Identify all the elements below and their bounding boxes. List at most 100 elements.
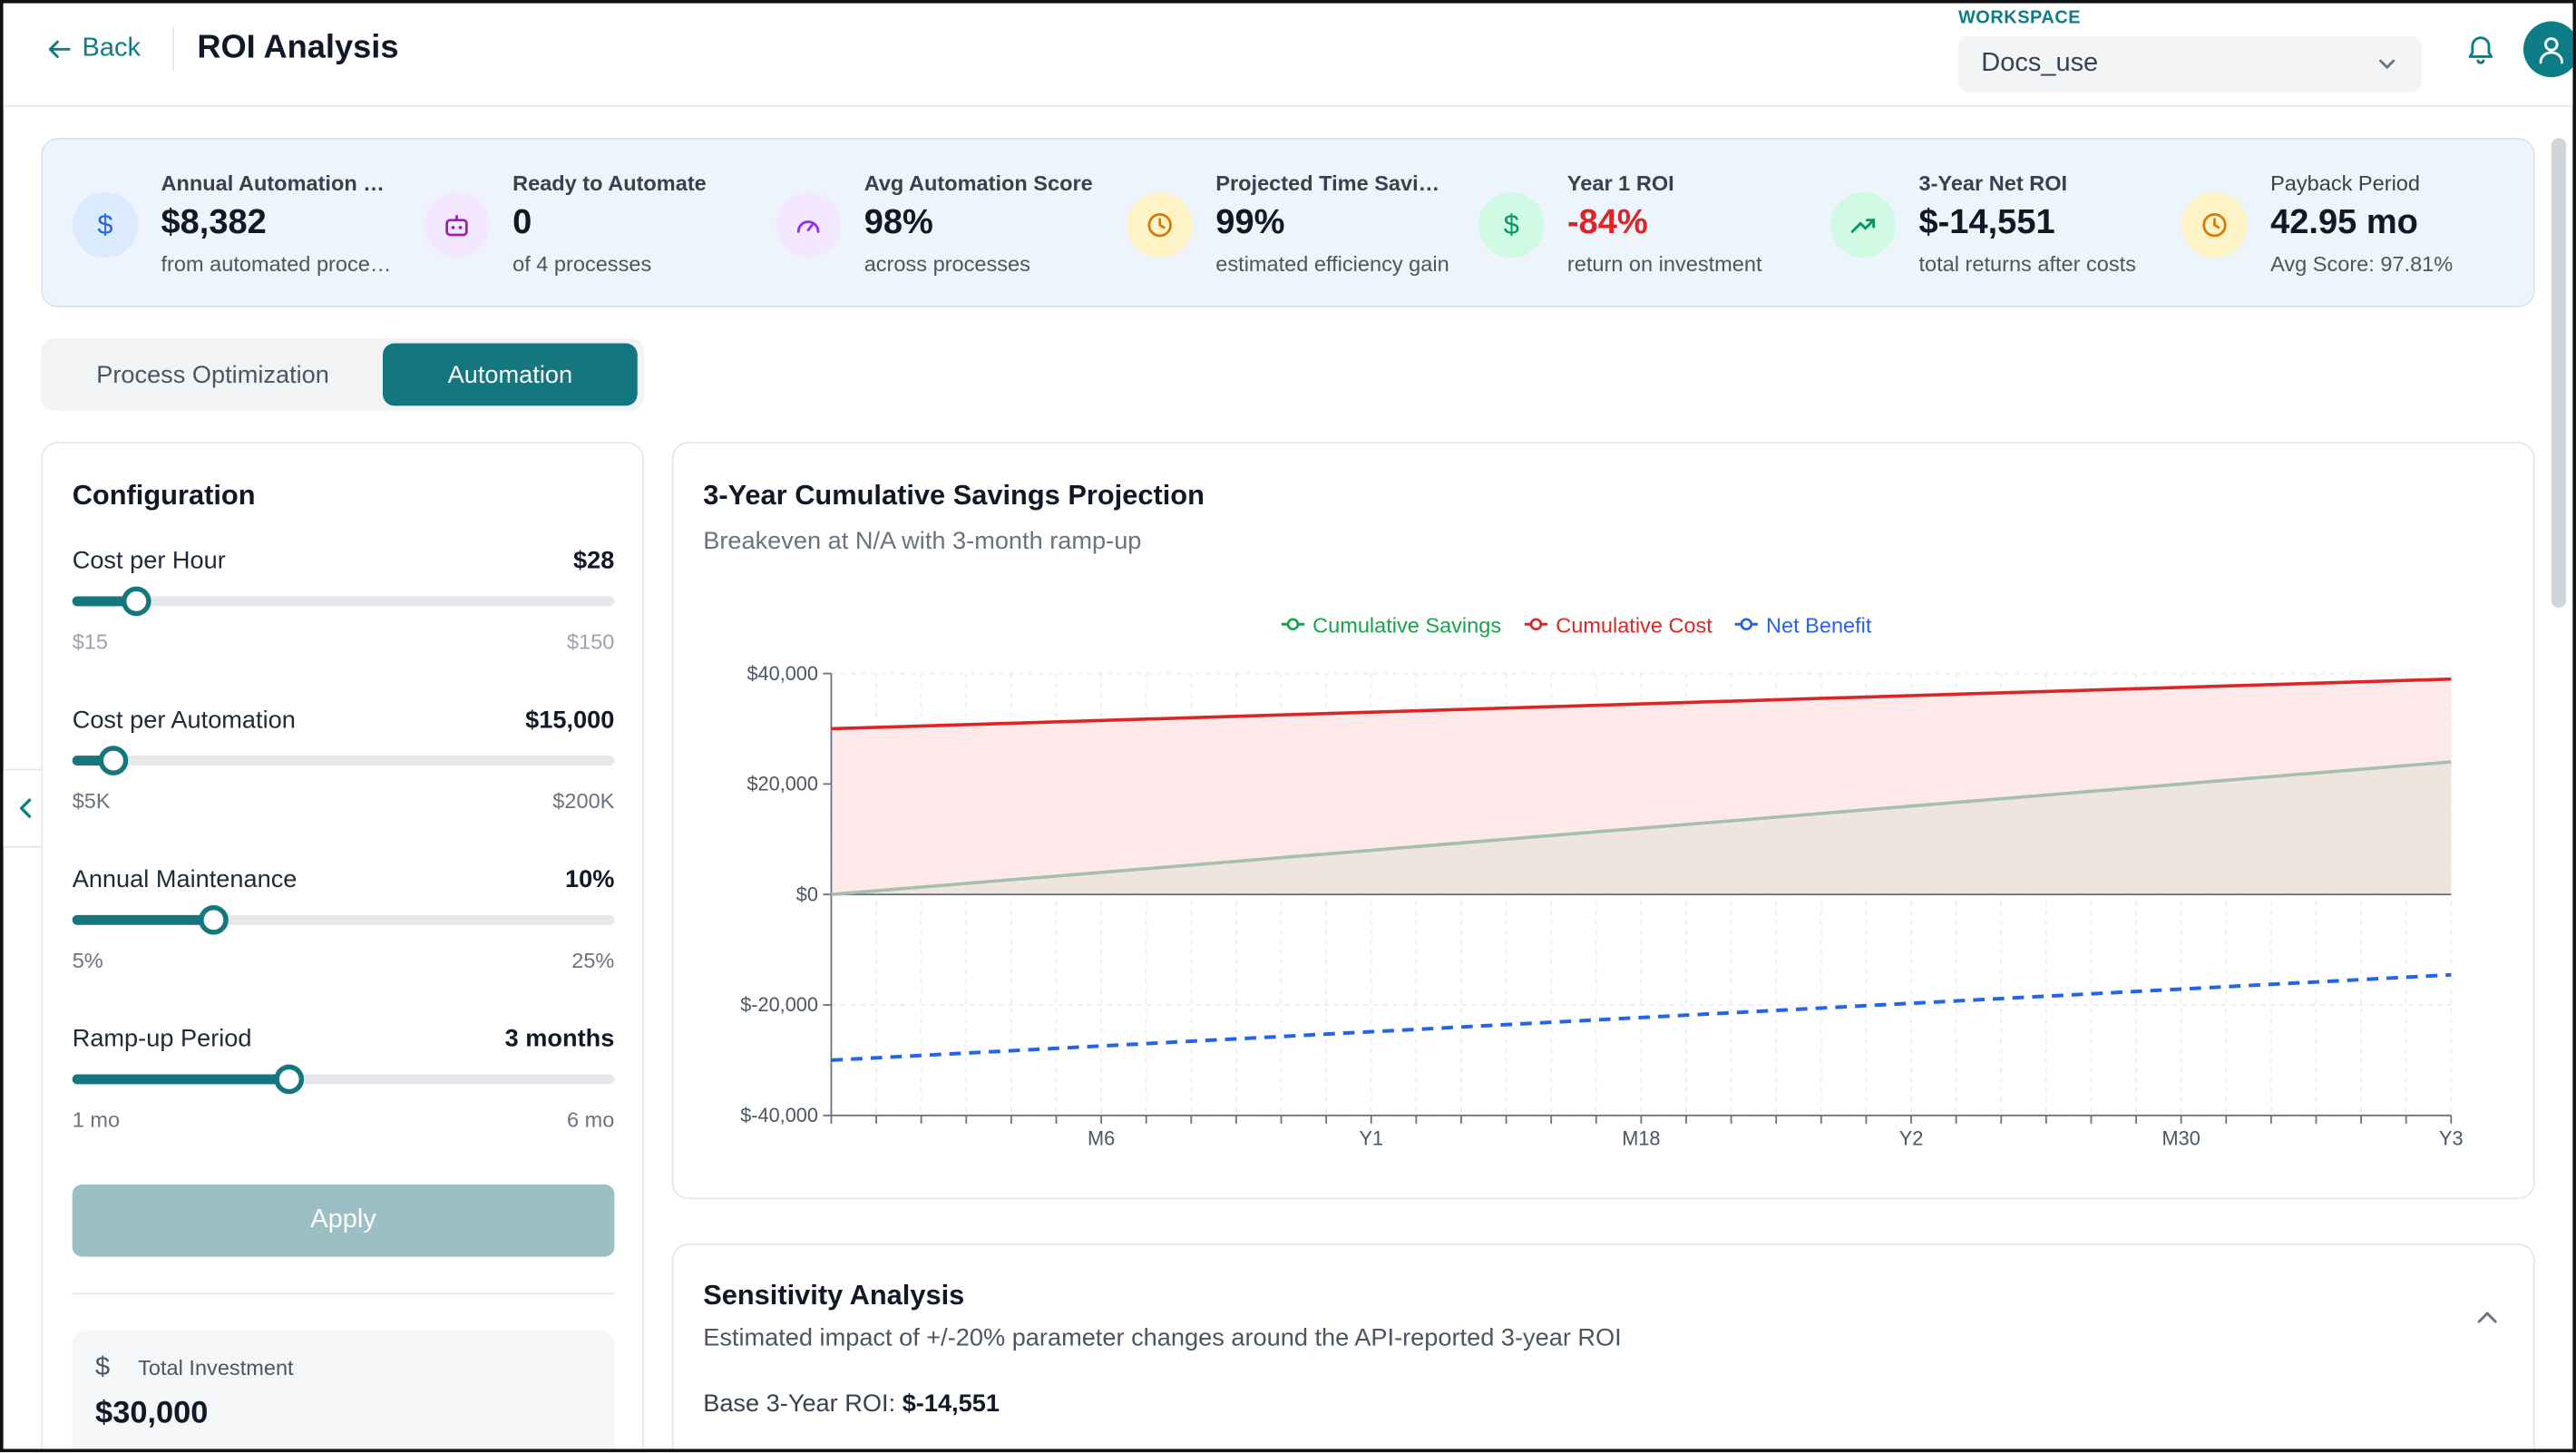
- kpi-subtitle: estimated efficiency gain: [1215, 251, 1449, 277]
- slider-handle[interactable]: [122, 586, 151, 617]
- ramp-up-period-max: 6 mo: [567, 1107, 615, 1132]
- cumulative-savings-line: [831, 760, 2452, 897]
- kpi-value: $8,382: [161, 203, 267, 242]
- cost-per-automation-slider[interactable]: [72, 746, 615, 775]
- kpi-summary-bar: $ Annual Automation Savings $8,382 from …: [41, 138, 2535, 309]
- legend-dot-marker: [1286, 618, 1300, 631]
- total-investment-value: $30,000: [95, 1396, 209, 1431]
- bell-icon[interactable]: [2466, 33, 2496, 65]
- annual-maintenance-max: 25%: [571, 948, 615, 973]
- kpi-subtitle: return on investment: [1566, 251, 1762, 277]
- x-tick-label: M30: [2162, 1126, 2200, 1149]
- kpi-subtitle: of 4 processes: [512, 251, 652, 277]
- clock-icon: [1127, 191, 1193, 258]
- ramp-up-period-min: 1 mo: [72, 1107, 121, 1132]
- legend-dot-marker: [1740, 618, 1753, 631]
- slider-handle[interactable]: [98, 746, 129, 775]
- ramp-up-period-slider[interactable]: [72, 1064, 615, 1095]
- kpi-card: Payback Period 42.95 mo Avg Score: 97.81…: [2152, 140, 2504, 309]
- dollar-icon: $: [72, 191, 139, 258]
- cost-per-automation-value: $15,000: [525, 706, 615, 735]
- svg-text:$: $: [97, 210, 112, 240]
- arrow-left-icon: [48, 40, 71, 58]
- legend-label: Net Benefit: [1766, 613, 1872, 637]
- legend-label: Cumulative Savings: [1312, 613, 1501, 637]
- cost-per-hour-slider[interactable]: [72, 586, 615, 617]
- kpi-title: Avg Automation Score: [864, 171, 1093, 196]
- cost-per-hour-min: $15: [72, 629, 109, 654]
- kpi-title: Projected Time Savings: [1215, 171, 1449, 196]
- kpi-subtitle: across processes: [864, 251, 1030, 277]
- sensitivity-analysis-card: Sensitivity Analysis Estimated impact of…: [671, 1243, 2535, 1449]
- sensitivity-subtitle: Estimated impact of +/-20% parameter cha…: [703, 1323, 1622, 1352]
- header-divider: [172, 27, 174, 71]
- view-tabs: Process Optimization Automation: [41, 338, 644, 411]
- kpi-subtitle: from automated processes: [161, 251, 398, 277]
- kpi-title: Year 1 ROI: [1566, 171, 1674, 196]
- kpi-title: 3-Year Net ROI: [1918, 171, 2068, 196]
- user-avatar[interactable]: [2523, 21, 2573, 78]
- annual-maintenance-value: 10%: [564, 865, 615, 894]
- y-tick-label: $40,000: [746, 662, 818, 685]
- kpi-card: 3-Year Net ROI $-14,551 total returns af…: [1800, 140, 2152, 309]
- kpi-value: -84%: [1566, 203, 1648, 242]
- kpi-card: Projected Time Savings 99% estimated eff…: [1098, 140, 1449, 309]
- legend-label: Cumulative Cost: [1556, 613, 1712, 637]
- slider-handle[interactable]: [274, 1064, 305, 1095]
- slider-fill: [72, 1074, 289, 1085]
- cumulative-cost-line: [831, 677, 2452, 731]
- workspace-select[interactable]: Docs_use: [1957, 35, 2422, 93]
- back-label: Back: [82, 34, 141, 63]
- annual-maintenance-slider[interactable]: [72, 904, 615, 935]
- x-tick-label: Y3: [2439, 1126, 2464, 1149]
- x-tick-label: Y2: [1899, 1126, 1924, 1149]
- configuration-title: Configuration: [72, 479, 256, 512]
- back-button[interactable]: Back: [46, 31, 141, 67]
- cost-per-hour-label: Cost per Hour: [72, 547, 226, 575]
- base-roi-value: $-14,551: [902, 1390, 1000, 1419]
- total-investment-label: Total Investment: [138, 1355, 294, 1380]
- y-tick-label: $-20,000: [740, 993, 818, 1016]
- savings-projection-chart: $40,000 $20,000 $0 $-20,000 $-40,000 M6 Y1 M18 Y…: [740, 613, 2464, 1149]
- kpi-value: $-14,551: [1918, 203, 2055, 242]
- workspace-label: WORKSPACE: [1957, 8, 2082, 28]
- sensitivity-title: Sensitivity Analysis: [703, 1279, 965, 1312]
- cost-per-automation-label: Cost per Automation: [72, 706, 296, 735]
- annual-maintenance-label: Annual Maintenance: [72, 865, 298, 894]
- savings-projection-card: $40,000 $20,000 $0 $-20,000 $-40,000 M6 Y1 M18 Y…: [671, 442, 2535, 1200]
- cost-per-hour-max: $150: [567, 629, 615, 654]
- cumulative-savings-area: [831, 762, 2452, 895]
- x-tick-label: M6: [1088, 1126, 1115, 1149]
- annual-maintenance-min: 5%: [72, 948, 103, 973]
- apply-button[interactable]: Apply: [72, 1184, 615, 1257]
- slider-handle[interactable]: [199, 904, 229, 935]
- dollar-icon: $: [95, 1353, 111, 1382]
- configuration-panel: Configuration Cost per Hour $28 $15 $150…: [41, 442, 644, 1449]
- chevron-up-icon[interactable]: [2474, 1304, 2501, 1331]
- kpi-card: $ Annual Automation Savings $8,382 from …: [43, 140, 398, 309]
- dollar-icon: $: [1478, 191, 1545, 258]
- ramp-up-period-label: Ramp-up Period: [72, 1025, 252, 1053]
- kpi-title: Annual Automation Savings: [161, 171, 394, 196]
- kpi-card: $ Year 1 ROI -84% return on investment: [1449, 140, 1800, 309]
- cost-per-hour-value: $28: [573, 547, 615, 575]
- top-header: Back ROI Analysis WORKSPACE Docs_use: [3, 3, 2573, 107]
- slider-fill: [72, 914, 214, 925]
- page-title: ROI Analysis: [197, 29, 399, 66]
- robot-icon: [424, 191, 490, 258]
- slider-fill: [72, 596, 137, 607]
- tab-process-optimization[interactable]: Process Optimization: [96, 360, 329, 389]
- kpi-title: Payback Period: [2270, 171, 2421, 196]
- kpi-card: Avg Automation Score 98% across processe…: [746, 140, 1098, 309]
- svg-text:$: $: [1504, 210, 1519, 240]
- config-divider: [72, 1292, 615, 1295]
- base-roi-label: Base 3-Year ROI:: [703, 1390, 896, 1419]
- kpi-value: 42.95 mo: [2270, 203, 2418, 242]
- scrollbar-thumb[interactable]: [2551, 138, 2567, 609]
- tab-automation[interactable]: Automation: [383, 343, 638, 406]
- legend-dot-marker: [1529, 618, 1543, 631]
- kpi-subtitle: Avg Score: 97.81%: [2270, 251, 2454, 277]
- y-tick-label: $-40,000: [740, 1104, 818, 1126]
- total-investment-card: $ Total Investment $30,000: [72, 1331, 615, 1449]
